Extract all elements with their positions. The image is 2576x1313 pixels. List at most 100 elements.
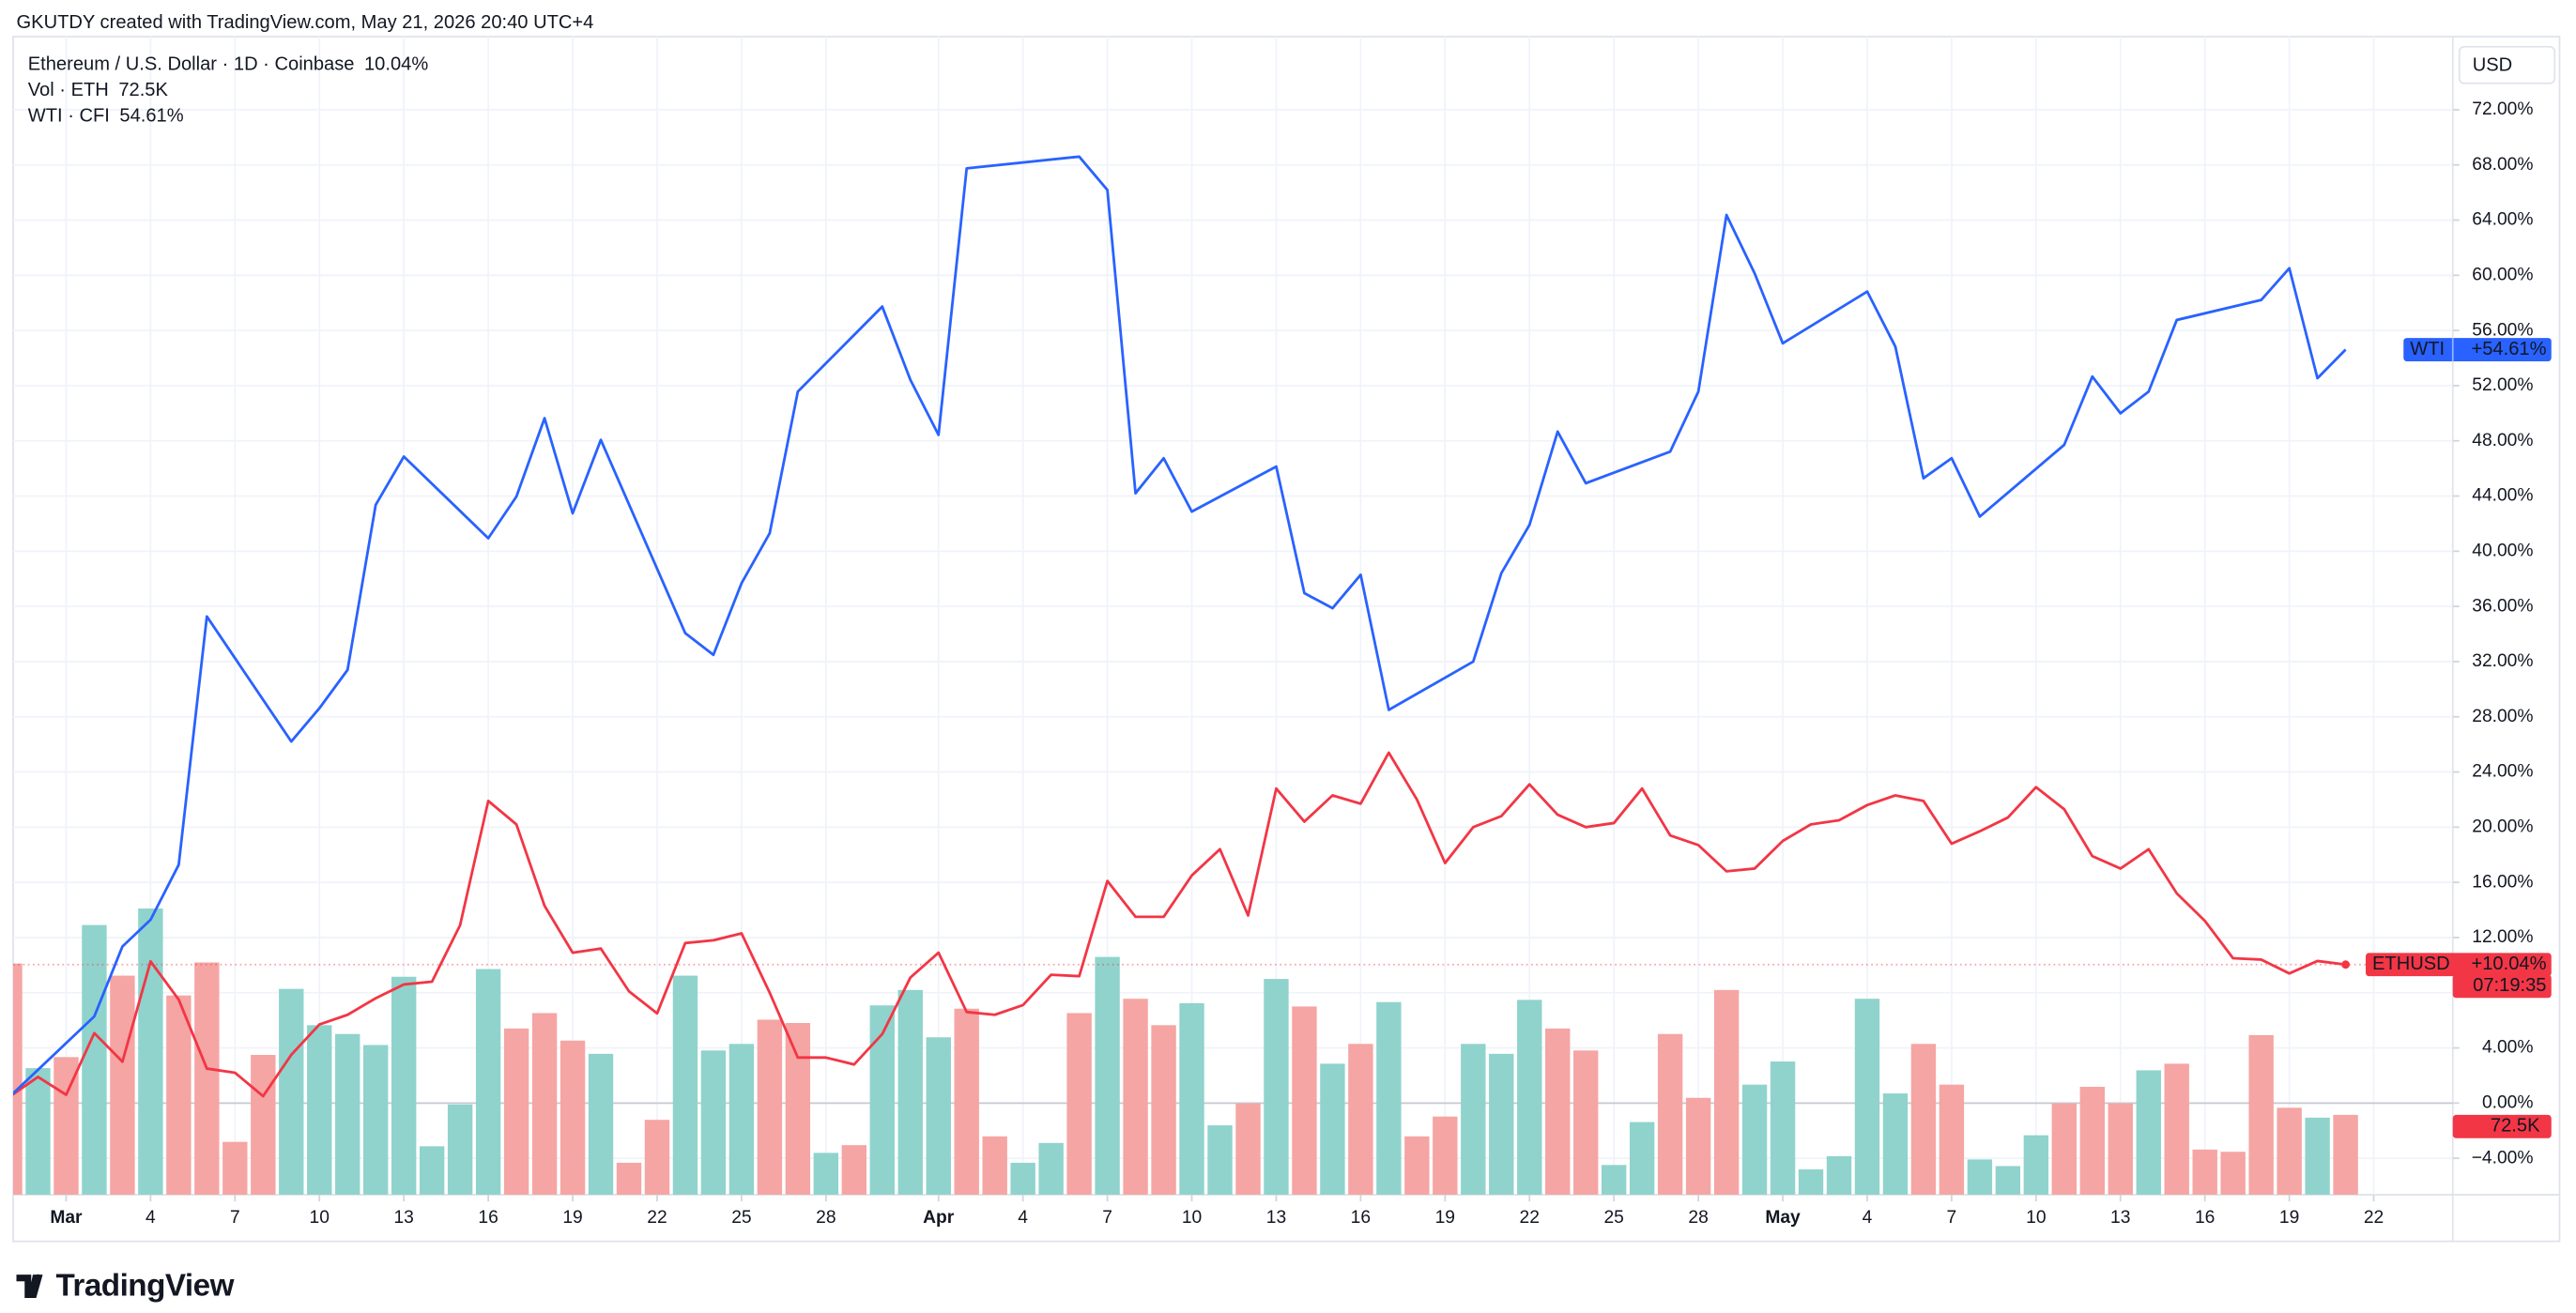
legend-name[interactable]: Vol · ETH xyxy=(28,80,109,100)
logo: TradingView xyxy=(16,1268,236,1303)
volume-bar xyxy=(2023,1135,2049,1195)
volume-bar xyxy=(279,988,304,1195)
y-tick-label: 60.00% xyxy=(2472,264,2533,284)
volume-bar xyxy=(138,908,163,1195)
volume-bar xyxy=(2305,1117,2330,1195)
price-tag xyxy=(2366,953,2552,977)
volume-bar xyxy=(82,924,107,1195)
volume-bar xyxy=(1770,1061,1796,1195)
x-tick-label: 22 xyxy=(1520,1207,1540,1228)
volume-bar xyxy=(2277,1107,2302,1195)
volume-bar xyxy=(1854,999,1880,1195)
volume-bar xyxy=(2136,1070,2161,1195)
volume-bar xyxy=(1292,1006,1317,1195)
volume-bar xyxy=(2248,1034,2274,1195)
chart-title: GKUTDY created with TradingView.com, May… xyxy=(17,12,594,33)
x-tick-label: 16 xyxy=(2195,1207,2215,1228)
legend-name[interactable]: WTI · CFI xyxy=(28,106,110,127)
volume-bar xyxy=(560,1040,586,1195)
volume-bar xyxy=(251,1055,276,1195)
volume-bar xyxy=(1095,956,1120,1195)
x-tick-label: 13 xyxy=(2110,1207,2130,1228)
volume-bar xyxy=(588,1053,614,1195)
y-tick-label: 0.00% xyxy=(2482,1092,2534,1112)
currency-box[interactable] xyxy=(2458,45,2556,84)
volume-bar xyxy=(25,1068,51,1195)
volume-bar xyxy=(616,1162,642,1195)
y-tick-label: 48.00% xyxy=(2472,430,2533,450)
volume-bar xyxy=(1264,979,1289,1195)
volume-bar xyxy=(1320,1063,1345,1195)
volume-bar xyxy=(926,1037,951,1195)
volume-bar xyxy=(841,1145,866,1195)
volume-bar xyxy=(2220,1152,2246,1195)
currency[interactable]: USD xyxy=(2473,54,2512,75)
volume-bar xyxy=(1713,989,1740,1195)
legend: Ethereum / U.S. Dollar · 1D · Coinbase 10… xyxy=(28,54,428,127)
volume-bar xyxy=(335,1033,360,1195)
volume-bar xyxy=(1489,1053,1514,1195)
volume-bar xyxy=(1545,1028,1571,1195)
y-tick-label: 64.00% xyxy=(2472,209,2533,230)
volume-bar xyxy=(2108,1103,2133,1195)
x-tick-label: 10 xyxy=(310,1207,330,1228)
x-tick-label: 16 xyxy=(1351,1207,1371,1228)
volume-bar xyxy=(1038,1142,1064,1195)
y-tick-label: 40.00% xyxy=(2472,540,2533,560)
volume-bar xyxy=(1995,1166,2021,1195)
volume-bar xyxy=(1939,1084,1965,1195)
y-tick-label: 56.00% xyxy=(2472,319,2533,340)
x-tick-label: 4 xyxy=(1863,1207,1873,1228)
grid xyxy=(13,37,2453,1195)
volume-bar xyxy=(700,1050,727,1195)
x-tick-label: May xyxy=(1765,1207,1801,1228)
x-tick-label: 7 xyxy=(1947,1207,1957,1228)
volume-bar xyxy=(2051,1103,2078,1195)
volume-bar xyxy=(2164,1063,2189,1195)
volume-bar xyxy=(166,995,192,1195)
volume-bar xyxy=(982,1136,1007,1195)
y-tick-label: 24.00% xyxy=(2472,761,2533,782)
price-tag xyxy=(2403,338,2552,361)
volume-bar xyxy=(1741,1084,1768,1195)
x-tick-label: 28 xyxy=(1688,1207,1708,1228)
volume-bar xyxy=(1882,1093,1909,1195)
volume-bar xyxy=(1348,1044,1373,1195)
volume-bar xyxy=(307,1025,332,1195)
volume-bar xyxy=(897,989,923,1195)
legend-name[interactable]: Ethereum / U.S. Dollar · 1D · Coinbase xyxy=(28,54,355,75)
volume-bar xyxy=(757,1019,783,1195)
x-tick-label: Apr xyxy=(923,1207,955,1228)
volume-bar xyxy=(1657,1033,1683,1195)
volume-bar xyxy=(672,975,698,1195)
volume-bar xyxy=(954,1008,979,1195)
x-tick-label: 16 xyxy=(478,1207,498,1228)
x-tick-label: 19 xyxy=(1435,1207,1455,1228)
x-tick-label: 22 xyxy=(647,1207,667,1228)
price-tag-name: ETHUSD xyxy=(2372,954,2450,974)
x-tick-label: 4 xyxy=(146,1207,156,1228)
x-tick-label: 22 xyxy=(2364,1207,2384,1228)
volume-bar xyxy=(222,1141,248,1195)
x-tick-label: 13 xyxy=(393,1207,413,1228)
volume-bar xyxy=(110,975,135,1195)
volume-bar xyxy=(1235,1103,1261,1195)
price-tag-label: +10.04% xyxy=(2472,954,2547,974)
countdown-box xyxy=(2452,974,2552,999)
volume-bar xyxy=(447,1104,473,1195)
x-tick-label: 7 xyxy=(230,1207,240,1228)
chart-frame xyxy=(12,36,2561,1243)
volume-bar xyxy=(531,1013,558,1195)
volume-bar xyxy=(1517,1000,1542,1195)
volume-bar xyxy=(419,1146,445,1195)
volume-bar xyxy=(1601,1165,1627,1195)
x-tick-label: 4 xyxy=(1018,1207,1028,1228)
price-tag xyxy=(2452,1114,2552,1138)
volume-bar xyxy=(194,962,220,1195)
x-tick-label: 13 xyxy=(1266,1207,1286,1228)
volume-bar xyxy=(813,1153,839,1195)
x-tick-label: Mar xyxy=(50,1207,83,1228)
volume-bar xyxy=(1826,1155,1852,1195)
volume-bar xyxy=(644,1120,670,1195)
volume-bar xyxy=(2079,1087,2105,1195)
